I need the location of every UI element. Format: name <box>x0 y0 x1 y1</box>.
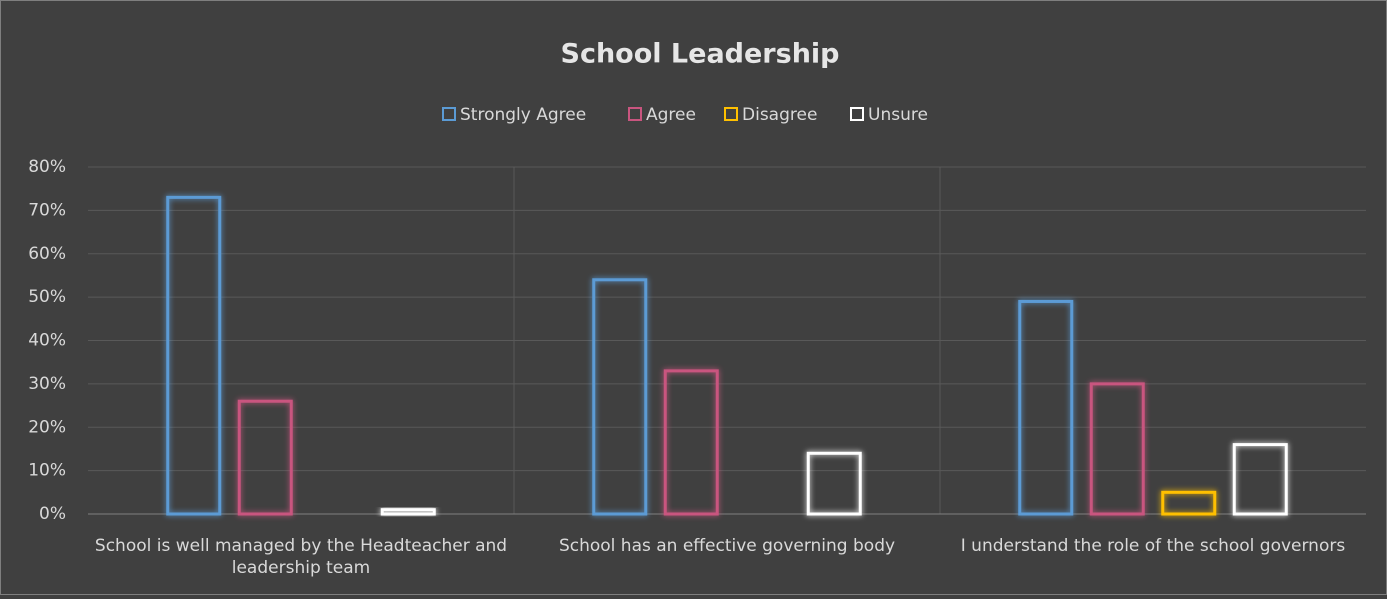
y-tick-label: 20% <box>28 417 66 437</box>
bar <box>1089 382 1145 516</box>
bar <box>1018 299 1074 516</box>
bar <box>1232 443 1288 516</box>
bar <box>166 195 222 516</box>
y-tick-label: 60% <box>28 244 66 264</box>
legend-swatch <box>628 107 642 121</box>
legend-swatch <box>724 107 738 121</box>
x-tick-label: School is well managed by the Headteache… <box>94 536 508 578</box>
y-tick-label: 70% <box>28 200 66 220</box>
chart-title: School Leadership <box>561 39 840 70</box>
y-tick-label: 50% <box>28 287 66 307</box>
legend-label: Strongly Agree <box>460 105 586 125</box>
y-tick-label: 40% <box>28 331 66 351</box>
y-tick-label: 80% <box>28 157 66 177</box>
bar <box>806 451 862 516</box>
bar <box>663 369 719 516</box>
legend-label: Agree <box>646 105 696 125</box>
legend-swatch <box>442 107 456 121</box>
legend-swatch <box>850 107 864 121</box>
bar <box>1161 490 1217 516</box>
x-tick-label: School has an effective governing body <box>558 536 896 556</box>
y-tick-label: 10% <box>28 461 66 481</box>
bar <box>237 399 293 516</box>
y-tick-label: 0% <box>39 504 66 524</box>
bar <box>380 508 436 516</box>
y-tick-label: 30% <box>28 374 66 394</box>
x-tick-label: I understand the role of the school gove… <box>960 536 1346 556</box>
bar <box>592 278 648 516</box>
legend-label: Disagree <box>742 105 817 125</box>
legend-label: Unsure <box>868 105 928 125</box>
